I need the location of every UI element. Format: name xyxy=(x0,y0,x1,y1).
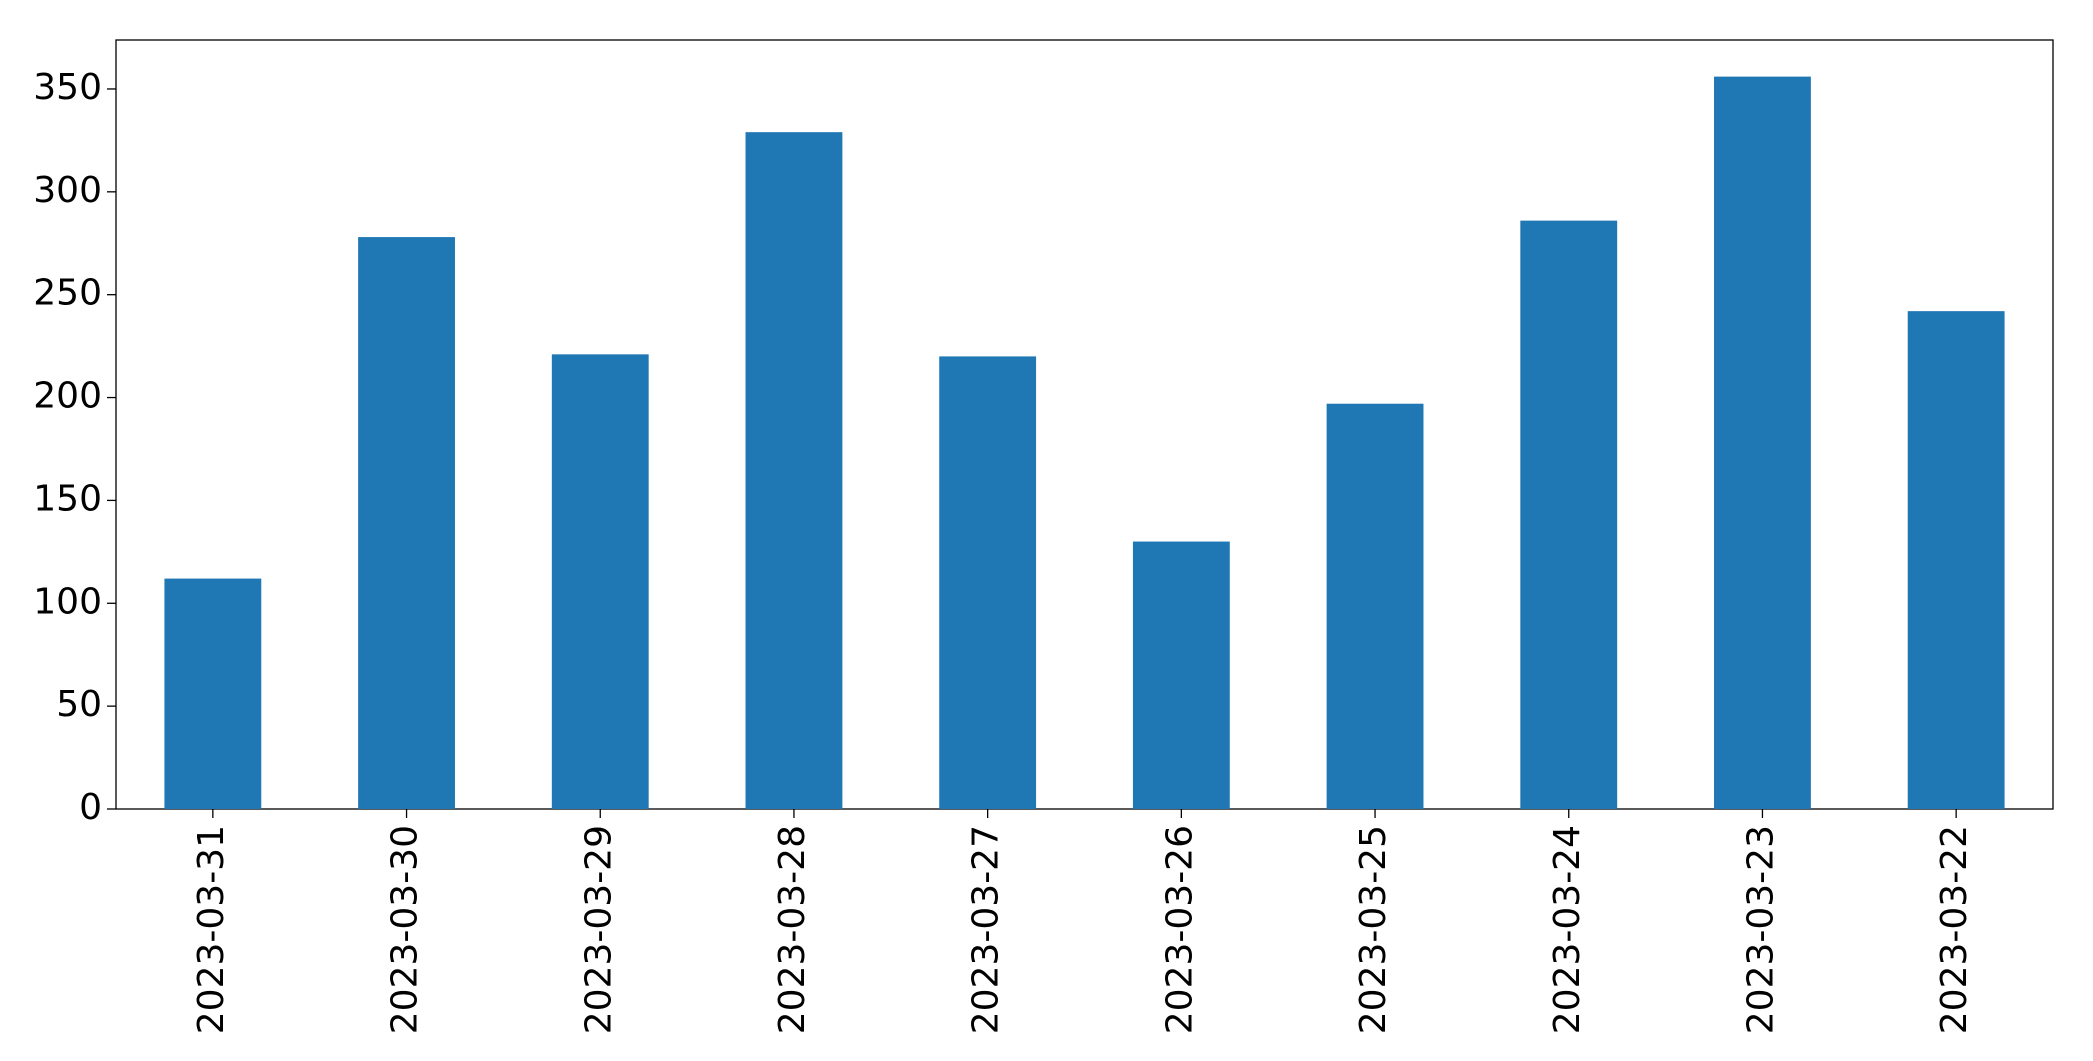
y-tick-label: 300 xyxy=(33,170,102,211)
x-tick-label: 2023-03-22 xyxy=(1934,825,1975,1034)
y-tick-label: 50 xyxy=(56,684,102,725)
x-tick-label: 2023-03-23 xyxy=(1740,825,1781,1034)
bar xyxy=(1907,311,2005,809)
bar xyxy=(164,578,262,809)
x-tick-label: 2023-03-30 xyxy=(385,825,426,1034)
y-tick-label: 350 xyxy=(33,67,102,108)
bar xyxy=(1714,76,1811,810)
y-tick-label: 100 xyxy=(33,581,102,622)
x-tick-label: 2023-03-28 xyxy=(772,825,813,1034)
bar xyxy=(939,356,1037,809)
x-tick-label: 2023-03-26 xyxy=(1159,825,1200,1034)
bar xyxy=(745,132,843,809)
x-tick-label: 2023-03-27 xyxy=(966,825,1007,1034)
x-tick-label: 2023-03-24 xyxy=(1547,825,1588,1034)
x-tick-label: 2023-03-29 xyxy=(578,825,619,1034)
y-tick-label: 150 xyxy=(33,478,102,519)
x-tick-label: 2023-03-25 xyxy=(1353,825,1394,1034)
bar xyxy=(551,354,649,809)
bar xyxy=(1520,220,1618,810)
bar xyxy=(358,237,455,809)
bar xyxy=(1326,403,1424,809)
y-tick-label: 200 xyxy=(33,376,102,417)
x-tick-label: 2023-03-31 xyxy=(191,825,232,1034)
y-tick-label: 250 xyxy=(33,273,102,314)
bar xyxy=(1132,541,1230,809)
y-tick-label: 0 xyxy=(79,787,102,828)
plot-frame xyxy=(115,39,2054,810)
